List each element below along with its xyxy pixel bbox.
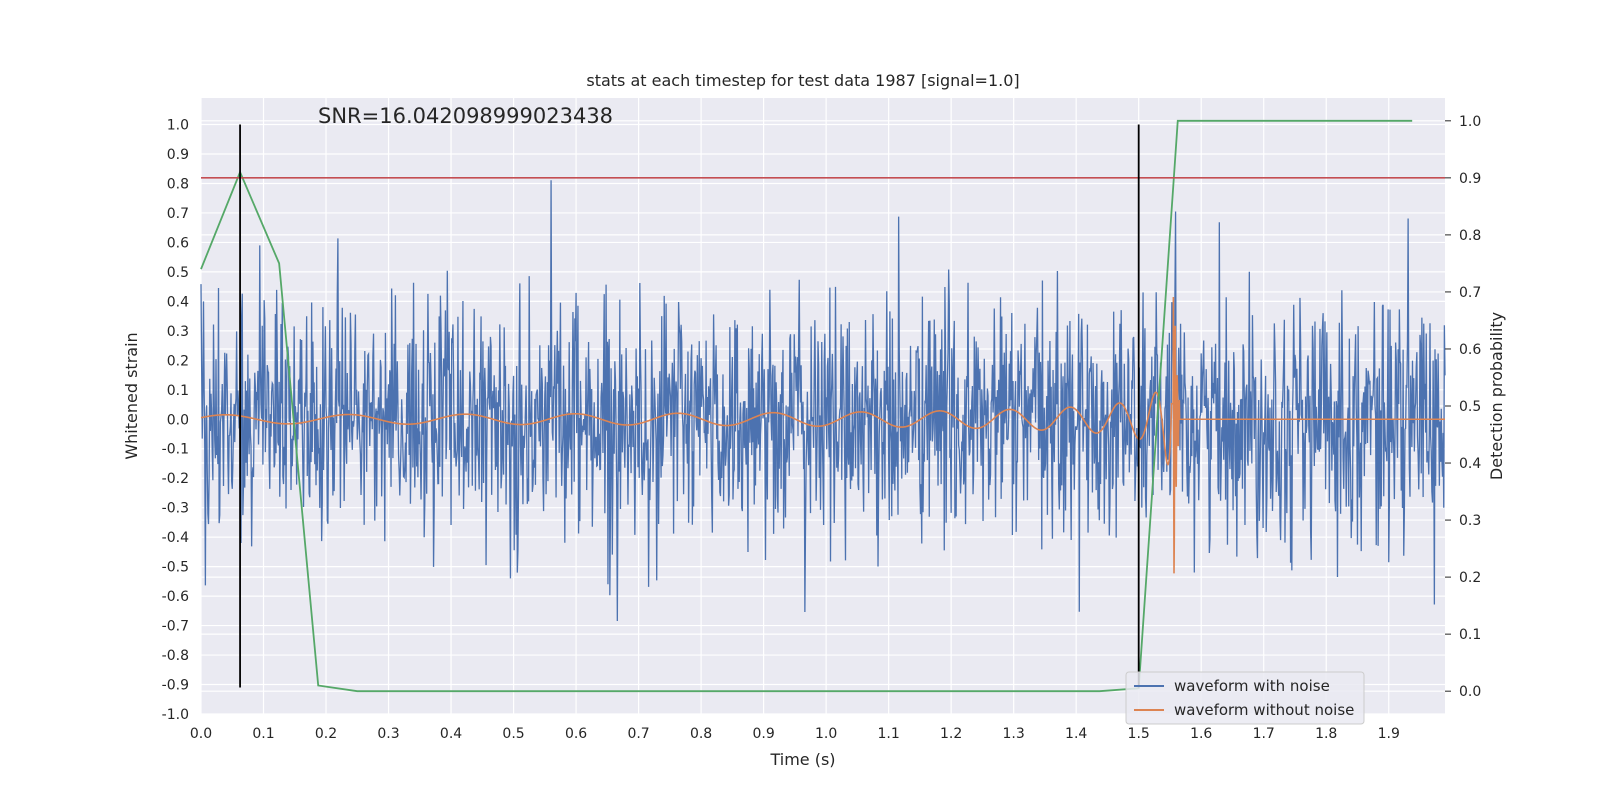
clean-series	[200, 296, 1445, 574]
y-tick-label: 0.2	[167, 353, 189, 369]
y-tick-label: 0.5	[167, 265, 189, 281]
y-tick-label: 0.3	[167, 324, 189, 340]
probability-line	[200, 119, 1413, 693]
y-tick-label: 0.7	[167, 206, 189, 222]
legend: waveform with noise waveform without noi…	[1125, 671, 1365, 725]
y-tick-label: 0.9	[167, 147, 189, 163]
y-right-tick-label: 0.6	[1459, 342, 1481, 358]
x-tick-label: 1.3	[1003, 726, 1025, 742]
y-tick-label: -1.0	[162, 707, 189, 723]
y-tick-label: 0.0	[167, 412, 189, 428]
x-tick-label: 1.0	[815, 726, 837, 742]
y-right-tick-label: 0.9	[1459, 171, 1481, 187]
y-tick-labels: -1.0 -0.9 -0.8 -0.7 -0.6 -0.5 -0.4 -0.3 -0.2 -0.1…	[162, 118, 189, 723]
noise-line	[200, 180, 1446, 622]
y-tick-label: -0.2	[162, 471, 189, 487]
y-right-axis-title: Detection probability	[1487, 312, 1506, 480]
y-right-tick-label: 0.4	[1459, 456, 1481, 472]
y-tick-label: -0.4	[162, 530, 189, 546]
y-axis-title: Whitened strain	[122, 332, 141, 459]
y-tick-label: 0.1	[167, 383, 189, 399]
noise-series	[200, 180, 1446, 622]
clean-line	[200, 296, 1445, 574]
vertical-markers	[239, 124, 1140, 688]
y-tick-label: 0.4	[167, 294, 189, 310]
chart-title: stats at each timestep for test data 198…	[586, 71, 1019, 90]
x-tick-label: 1.9	[1378, 726, 1400, 742]
x-tick-label: 1.4	[1065, 726, 1087, 742]
x-axis-title: Time (s)	[769, 750, 835, 769]
y-right-tick-label: 0.5	[1459, 399, 1481, 415]
y-tick-label: -0.7	[162, 619, 189, 635]
x-tick-label: 0.6	[565, 726, 587, 742]
y-tick-label: -0.3	[162, 501, 189, 517]
x-tick-label: 1.8	[1315, 726, 1337, 742]
y-right-tick-labels: 0.0 0.1 0.2 0.3 0.4 0.5 0.6 0.7 0.8 0.9 1.0	[1445, 114, 1481, 700]
x-tick-label: 1.7	[1253, 726, 1275, 742]
y-right-tick-label: 0.0	[1459, 684, 1481, 700]
x-tick-label: 0.2	[315, 726, 337, 742]
x-tick-labels: 0.0 0.1 0.2 0.3 0.4 0.5 0.6 0.7 0.8 0.9 1.0 1.1 1.2 1…	[190, 726, 1400, 742]
y-right-tick-label: 0.2	[1459, 570, 1481, 586]
y-tick-label: -0.6	[162, 589, 189, 605]
x-tick-label: 1.2	[940, 726, 962, 742]
x-tick-label: 0.8	[690, 726, 712, 742]
legend-box	[1125, 671, 1365, 725]
y-right-tick-label: 1.0	[1459, 114, 1481, 130]
y-tick-label: -0.5	[162, 560, 189, 576]
y-tick-label: 0.8	[167, 176, 189, 192]
x-tick-label: 0.1	[252, 726, 274, 742]
x-tick-label: 0.9	[752, 726, 774, 742]
x-tick-label: 0.4	[440, 726, 462, 742]
y-tick-label: -0.9	[162, 678, 189, 694]
snr-annotation: SNR=16.042098999023438	[318, 104, 613, 128]
legend-label-clean: waveform without noise	[1174, 701, 1354, 719]
probability-series	[200, 119, 1445, 693]
x-tick-label: 1.1	[878, 726, 900, 742]
y-tick-label: -0.8	[162, 648, 189, 664]
x-tick-label: 0.5	[502, 726, 524, 742]
y-right-tick-label: 0.8	[1459, 228, 1481, 244]
x-tick-label: 1.6	[1190, 726, 1212, 742]
y-tick-label: 1.0	[167, 118, 189, 134]
y-right-tick-label: 0.1	[1459, 627, 1481, 643]
x-tick-label: 1.5	[1128, 726, 1150, 742]
y-tick-label: 0.6	[167, 235, 189, 251]
y-right-tick-label: 0.7	[1459, 285, 1481, 301]
y-right-tick-label: 0.3	[1459, 513, 1481, 529]
x-tick-label: 0.3	[377, 726, 399, 742]
x-tick-label: 0.0	[190, 726, 212, 742]
x-tick-label: 0.7	[627, 726, 649, 742]
y-tick-label: -0.1	[162, 442, 189, 458]
legend-label-noise: waveform with noise	[1174, 677, 1330, 695]
